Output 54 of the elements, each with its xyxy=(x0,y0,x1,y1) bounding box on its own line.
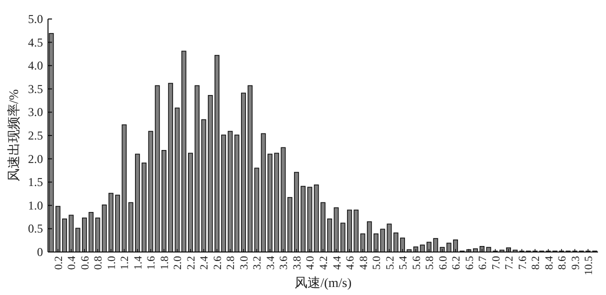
x-tick-label: 5.2 xyxy=(384,256,396,270)
x-tick-label: 2.8 xyxy=(225,256,238,270)
x-tick-label: 8.6 xyxy=(556,256,569,270)
x-tick-label: 6.5 xyxy=(464,256,476,270)
x-tick-label: 9.3 xyxy=(570,256,582,270)
x-tick-label: 3.2 xyxy=(252,256,264,270)
x-tick-label: 5.0 xyxy=(371,256,384,270)
x-axis-title: 风速/(m/s) xyxy=(294,275,352,290)
y-tick-label: 4.0 xyxy=(28,58,43,73)
y-tick-label: 5.0 xyxy=(28,12,43,26)
y-tick-label: 1.0 xyxy=(28,198,43,212)
x-tick-label: 5.4 xyxy=(398,256,410,270)
x-tick-label: 1.4 xyxy=(132,256,144,270)
x-tick-label: 0.6 xyxy=(79,256,92,270)
y-tick-label: 2.0 xyxy=(28,152,43,166)
x-tick-label: 1.8 xyxy=(158,256,171,270)
y-tick-label: 0.5 xyxy=(28,222,43,236)
x-tick-label: 8.2 xyxy=(530,256,542,270)
x-tick-label: 2.0 xyxy=(172,256,184,270)
x-tick-label: 7.0 xyxy=(490,256,502,270)
x-tick-label: 3.8 xyxy=(291,256,304,270)
x-tick-label: 1.2 xyxy=(119,256,132,270)
y-tick-label: 3.0 xyxy=(28,105,43,120)
x-tick-label: 4.0 xyxy=(304,256,317,270)
x-tick-label: 2.2 xyxy=(185,256,198,270)
x-tick-label: 2.4 xyxy=(198,256,211,270)
x-tick-label: 2.6 xyxy=(212,256,224,270)
x-tick-label: 6.7 xyxy=(477,256,490,270)
x-tick-label: 4.6 xyxy=(344,256,357,270)
x-tick-label: 8.4 xyxy=(543,256,556,270)
y-tick-label: 1.5 xyxy=(28,175,43,190)
x-tick-label: 4.8 xyxy=(358,256,370,270)
y-tick-label: 0 xyxy=(37,245,43,259)
x-tick-label: 3.4 xyxy=(264,256,277,270)
x-tick-label: 3.0 xyxy=(238,256,250,270)
x-tick-label: 1.6 xyxy=(146,256,158,270)
x-tick-label: 0.2 xyxy=(52,256,65,270)
x-tick-label: 3.6 xyxy=(278,256,290,270)
x-tick-label: 0.4 xyxy=(66,256,78,270)
y-tick-label: 4.5 xyxy=(28,35,43,50)
x-tick-label: 7.2 xyxy=(504,256,516,270)
x-tick-label: 1.0 xyxy=(106,256,118,270)
x-tick-label: 0.8 xyxy=(92,256,105,270)
x-tick-label: 6.0 xyxy=(437,256,450,270)
x-tick-label: 7.6 xyxy=(516,256,529,270)
x-tick-label: 4.2 xyxy=(318,256,330,270)
y-tick-label: 2.5 xyxy=(28,128,43,142)
y-axis-title: 风速出现频率/% xyxy=(6,89,21,182)
x-tick-label: 6.2 xyxy=(450,256,463,270)
x-tick-label: 10.5 xyxy=(583,256,596,276)
x-tick-label: 5.6 xyxy=(410,256,423,270)
x-tick-label: 5.8 xyxy=(424,256,436,270)
y-tick-label: 3.5 xyxy=(28,82,43,96)
x-tick-label: 4.4 xyxy=(331,256,344,270)
